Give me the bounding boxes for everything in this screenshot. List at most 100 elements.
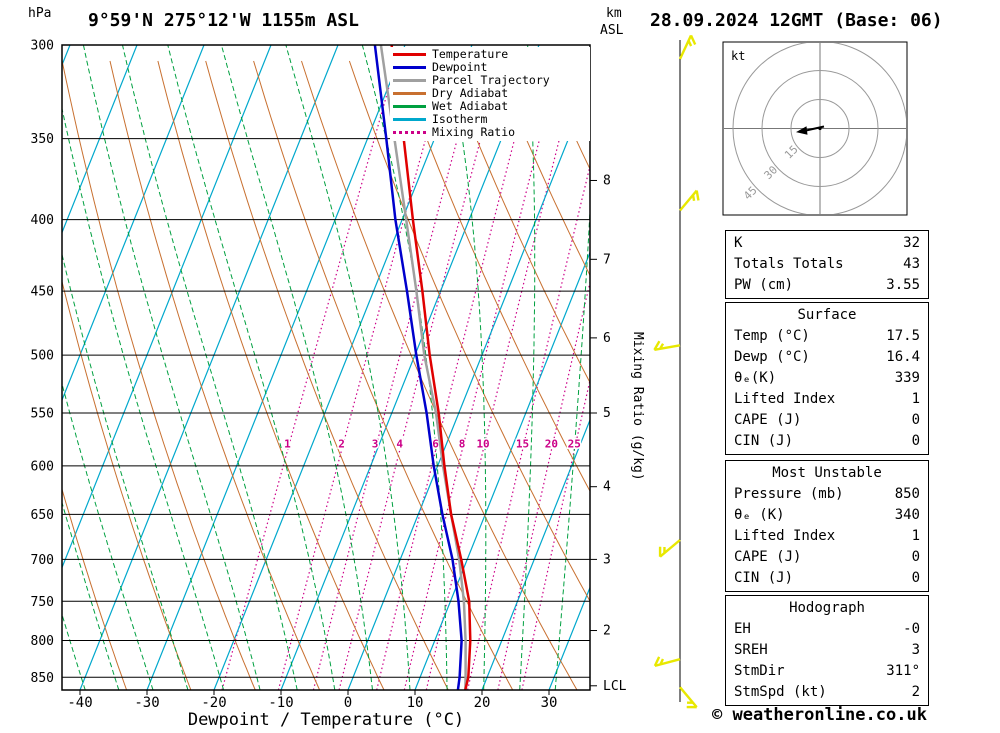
stat-row: CAPE (J) 0 bbox=[726, 547, 928, 568]
legend-line-sample bbox=[393, 105, 426, 108]
stat-value: 17.5 bbox=[886, 328, 920, 344]
svg-text:300: 300 bbox=[31, 39, 54, 54]
stat-row: StmDir 311° bbox=[726, 661, 928, 682]
legend-item: Dry Adiabat bbox=[393, 87, 590, 100]
asl-axis-label: ASL bbox=[600, 23, 624, 38]
dry-adiabat-lines bbox=[62, 60, 590, 690]
stat-value: 16.4 bbox=[886, 349, 920, 365]
stat-label: K bbox=[734, 235, 743, 251]
svg-text:6: 6 bbox=[432, 437, 439, 450]
stat-value: 340 bbox=[894, 507, 920, 523]
stat-label: CIN (J) bbox=[734, 570, 794, 586]
stat-value: 0 bbox=[911, 412, 920, 428]
stat-value: 2 bbox=[911, 684, 920, 700]
stat-row: PW (cm) 3.55 bbox=[726, 275, 928, 296]
stat-label: θₑ(K) bbox=[734, 370, 777, 386]
stat-row: StmSpd (kt) 2 bbox=[726, 682, 928, 703]
stat-row: θₑ (K) 340 bbox=[726, 505, 928, 526]
svg-text:700: 700 bbox=[31, 553, 54, 568]
parcel-trajectory-curve bbox=[379, 45, 467, 690]
mixing-ratio-axis-title: Mixing Ratio (g/kg) bbox=[630, 332, 645, 481]
svg-text:30: 30 bbox=[541, 695, 558, 711]
svg-text:3: 3 bbox=[372, 437, 379, 450]
svg-text:-10: -10 bbox=[268, 695, 293, 711]
stat-label: CIN (J) bbox=[734, 433, 794, 449]
hodograph-panel-title: Hodograph bbox=[789, 600, 865, 616]
svg-text:8: 8 bbox=[459, 437, 466, 450]
svg-text:450: 450 bbox=[31, 285, 54, 300]
temperature-tick-labels: -40 -30 -20 -10 0 10 20 30 bbox=[67, 695, 557, 711]
svg-text:10: 10 bbox=[407, 695, 424, 711]
stat-label: StmDir bbox=[734, 663, 785, 679]
stat-row: CAPE (J) 0 bbox=[726, 410, 928, 431]
stat-row: Dewp (°C) 16.4 bbox=[726, 347, 928, 368]
stat-label: Totals Totals bbox=[734, 256, 844, 272]
legend-item-label: Parcel Trajectory bbox=[432, 73, 550, 87]
stat-value: -0 bbox=[903, 621, 920, 637]
stat-row: SREH 3 bbox=[726, 640, 928, 661]
surface-panel-title: Surface bbox=[797, 307, 857, 323]
wind-barb bbox=[659, 539, 681, 558]
stat-label: CAPE (J) bbox=[734, 549, 802, 565]
stat-label: EH bbox=[734, 621, 751, 637]
stat-value: 43 bbox=[903, 256, 920, 272]
svg-text:550: 550 bbox=[31, 406, 54, 421]
pressure-tick-labels: 300 350 400 450 500 550 600 650 700 750 800 850 bbox=[31, 39, 54, 686]
stat-label: Lifted Index bbox=[734, 391, 836, 407]
most-unstable-panel: Most Unstable Pressure (mb) 850 θₑ (K) 340 L… bbox=[725, 460, 929, 592]
legend-item-label: Isotherm bbox=[432, 112, 488, 126]
svg-text:400: 400 bbox=[31, 213, 54, 228]
hodograph-unit-label: kt bbox=[731, 49, 745, 63]
station-title: 9°59'N 275°12'W 1155m ASL bbox=[88, 10, 359, 31]
chart-legend: Temperature Dewpoint Parcel Trajectory Dry … bbox=[390, 47, 590, 141]
wind-barb bbox=[678, 34, 693, 60]
stat-value: 3.55 bbox=[886, 277, 920, 293]
stat-row: CIN (J) 0 bbox=[726, 568, 928, 589]
legend-line-sample bbox=[393, 92, 426, 95]
stat-label: PW (cm) bbox=[734, 277, 794, 293]
stat-label: Lifted Index bbox=[734, 528, 836, 544]
svg-text:5: 5 bbox=[603, 406, 611, 421]
pressure-axis-unit-label: hPa bbox=[28, 6, 52, 21]
stat-label: Dewp (°C) bbox=[734, 349, 810, 365]
svg-text:4: 4 bbox=[603, 480, 611, 495]
stat-row: Lifted Index 1 bbox=[726, 389, 928, 410]
lcl-label: LCL bbox=[603, 679, 627, 694]
svg-text:8: 8 bbox=[603, 173, 611, 188]
legend-line-sample bbox=[393, 66, 426, 69]
datetime-title: 28.09.2024 12GMT (Base: 06) bbox=[650, 10, 943, 31]
legend-line-sample bbox=[393, 131, 426, 134]
skewt-grid bbox=[62, 45, 590, 690]
legend-item-label: Mixing Ratio bbox=[432, 125, 516, 139]
copyright: © weatheronline.co.uk bbox=[712, 705, 927, 725]
legend-item: Dewpoint bbox=[393, 61, 590, 74]
most-unstable-panel-title: Most Unstable bbox=[772, 465, 882, 481]
stat-value: 850 bbox=[894, 486, 920, 502]
plot-border bbox=[61, 44, 591, 691]
legend-item: Wet Adiabat bbox=[393, 100, 590, 113]
mixing-ratio-lines bbox=[221, 60, 590, 690]
svg-text:750: 750 bbox=[31, 595, 54, 610]
legend-item: Isotherm bbox=[393, 113, 590, 126]
stat-value: 1 bbox=[911, 528, 920, 544]
svg-text:25: 25 bbox=[568, 437, 581, 450]
wind-barb bbox=[679, 686, 698, 708]
temperature-ticks bbox=[79, 690, 550, 695]
stat-row: θₑ(K) 339 bbox=[726, 368, 928, 389]
stat-value: 311° bbox=[886, 663, 920, 679]
svg-text:-20: -20 bbox=[201, 695, 226, 711]
legend-item: Temperature bbox=[393, 48, 590, 61]
stat-label: SREH bbox=[734, 642, 768, 658]
svg-text:15: 15 bbox=[516, 437, 529, 450]
stat-row: Temp (°C) 17.5 bbox=[726, 326, 928, 347]
legend-item: Mixing Ratio bbox=[393, 126, 590, 139]
svg-text:350: 350 bbox=[31, 132, 54, 147]
legend-item-label: Wet Adiabat bbox=[432, 99, 509, 113]
svg-text:1: 1 bbox=[284, 437, 291, 450]
stat-value: 0 bbox=[911, 570, 920, 586]
svg-text:3: 3 bbox=[603, 552, 611, 567]
stat-label: CAPE (J) bbox=[734, 412, 802, 428]
stat-value: 1 bbox=[911, 391, 920, 407]
